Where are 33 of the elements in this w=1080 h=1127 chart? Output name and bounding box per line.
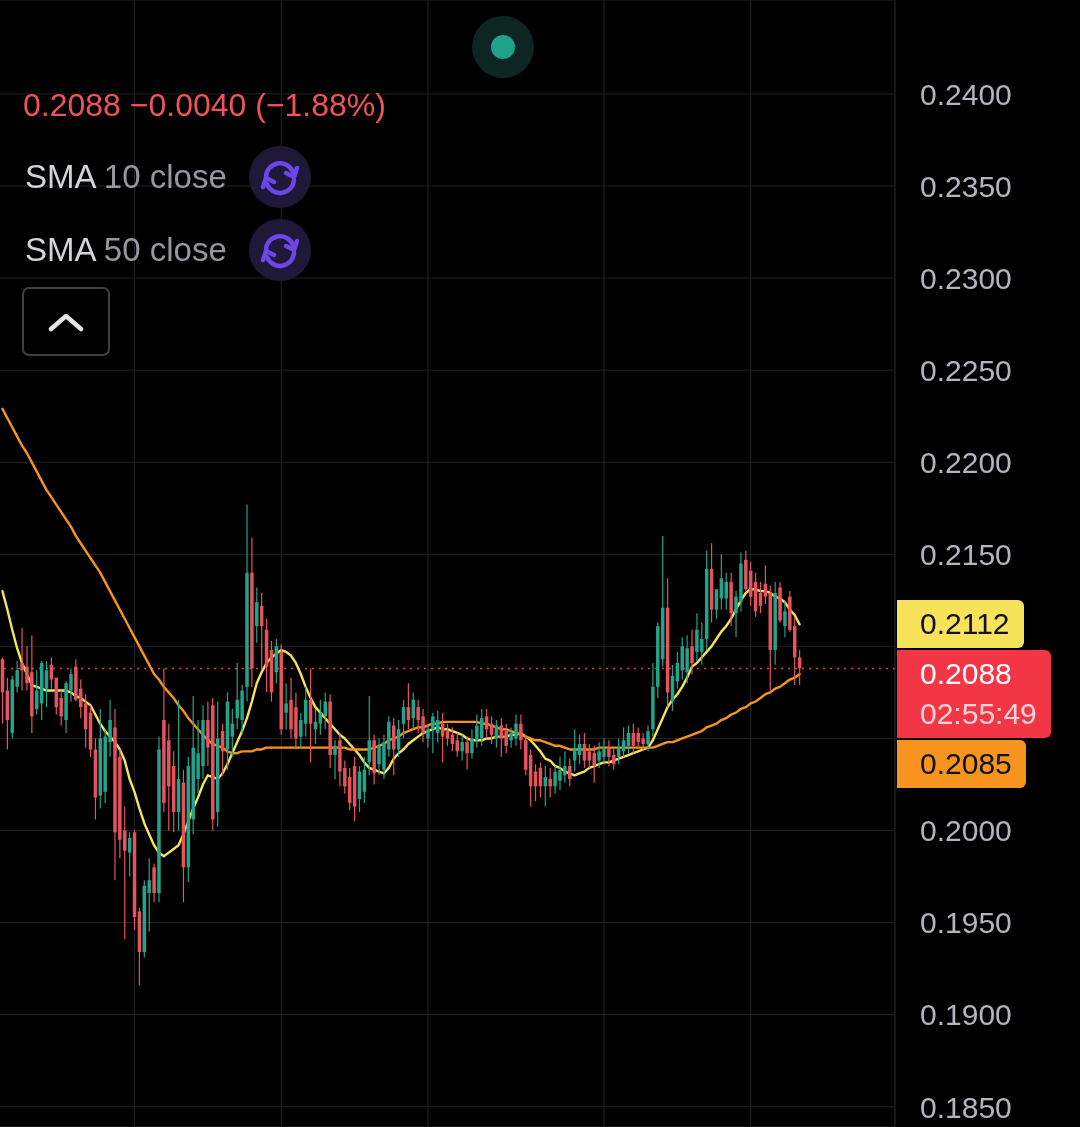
price-tag: 0.2112 <box>897 600 1024 649</box>
price-tag: 0.2085 <box>897 740 1026 789</box>
annotation: SMA 50 close <box>25 230 227 268</box>
candlestick <box>255 586 259 644</box>
candlestick <box>460 734 464 762</box>
annotation: 0.2088 −0.0040 (−1.88%) <box>23 87 386 124</box>
candlestick <box>568 758 572 787</box>
y-tick-label: 0.2200 <box>920 446 1012 480</box>
candlestick <box>426 723 430 749</box>
candlestick <box>465 736 469 771</box>
candlestick <box>333 739 337 780</box>
candlestick <box>646 724 650 752</box>
y-tick-label: 0.2250 <box>920 353 1012 387</box>
candlestick <box>690 629 694 675</box>
candlestick <box>587 743 592 769</box>
y-tick-label: 0.1950 <box>920 906 1012 940</box>
y-tick-label: 0.2300 <box>920 261 1012 295</box>
candlestick <box>284 682 288 730</box>
y-tick-label: 0.1900 <box>920 998 1012 1032</box>
ref-line-label: 0.2088 <box>920 656 1013 693</box>
candlestick <box>592 745 596 784</box>
candlestick <box>431 712 435 754</box>
y-tick-label: 0.2150 <box>920 538 1012 572</box>
candlestick <box>783 599 787 638</box>
y-tick-label: 0.2400 <box>920 77 1012 111</box>
candlestick <box>548 767 552 798</box>
y-tick-label: 0.1850 <box>920 1090 1012 1124</box>
y-tick-label: 0.2000 <box>920 814 1012 848</box>
candlestick <box>519 713 523 751</box>
annotation: SMA 10 close <box>25 157 227 195</box>
price-tag: 0.2088 02:55:49 <box>897 650 1051 739</box>
y-tick-label: 0.2350 <box>920 169 1012 203</box>
candlestick <box>504 723 508 754</box>
